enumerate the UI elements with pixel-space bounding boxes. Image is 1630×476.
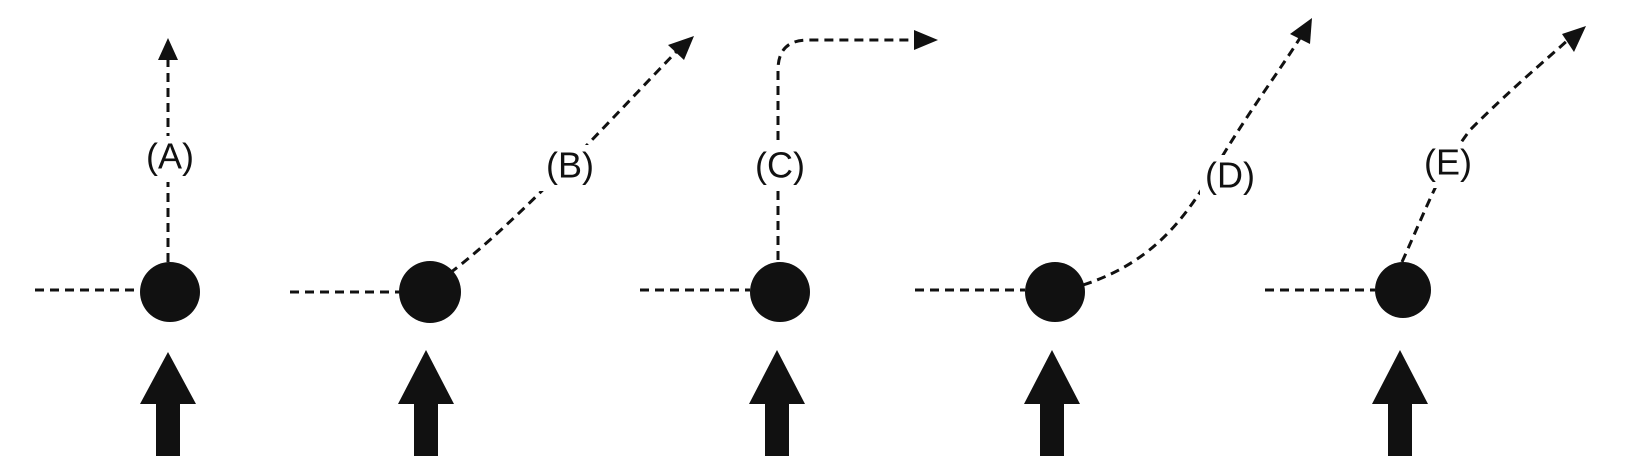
trajectory-arrowhead-icon-a xyxy=(158,38,178,60)
panel-label-a: (A) xyxy=(146,136,194,177)
panel-label-d: (D) xyxy=(1205,155,1255,196)
trajectory-path-c xyxy=(776,38,915,260)
panel-e: (E) xyxy=(1265,26,1586,456)
node-icon-e xyxy=(1375,262,1431,318)
panel-c: (C) xyxy=(640,30,938,456)
node-icon-b xyxy=(399,261,461,323)
panel-a: (A) xyxy=(35,38,200,456)
panel-d: (D) xyxy=(915,18,1312,456)
trajectory-arrowhead-icon-d xyxy=(1290,18,1312,44)
trajectory-path-e xyxy=(1400,38,1569,263)
panel-label-e: (E) xyxy=(1424,142,1472,183)
trajectory-arrowhead-icon-b xyxy=(668,36,694,60)
force-arrow-icon-c xyxy=(749,350,805,456)
panel-b: (B) xyxy=(290,36,694,456)
force-arrow-icon-a xyxy=(140,352,196,456)
force-arrow-icon-e xyxy=(1372,350,1428,456)
trajectory-path-d xyxy=(1082,37,1302,287)
panel-label-c: (C) xyxy=(755,145,805,186)
force-arrow-icon-d xyxy=(1024,350,1080,456)
force-arrow-icon-b xyxy=(398,350,454,456)
node-icon-c xyxy=(750,262,810,322)
trajectory-arrowhead-icon-e xyxy=(1562,26,1586,52)
trajectory-arrowhead-icon-c xyxy=(914,30,938,50)
node-icon-a xyxy=(140,262,200,322)
node-icon-d xyxy=(1025,262,1085,322)
panel-label-b: (B) xyxy=(546,145,594,186)
